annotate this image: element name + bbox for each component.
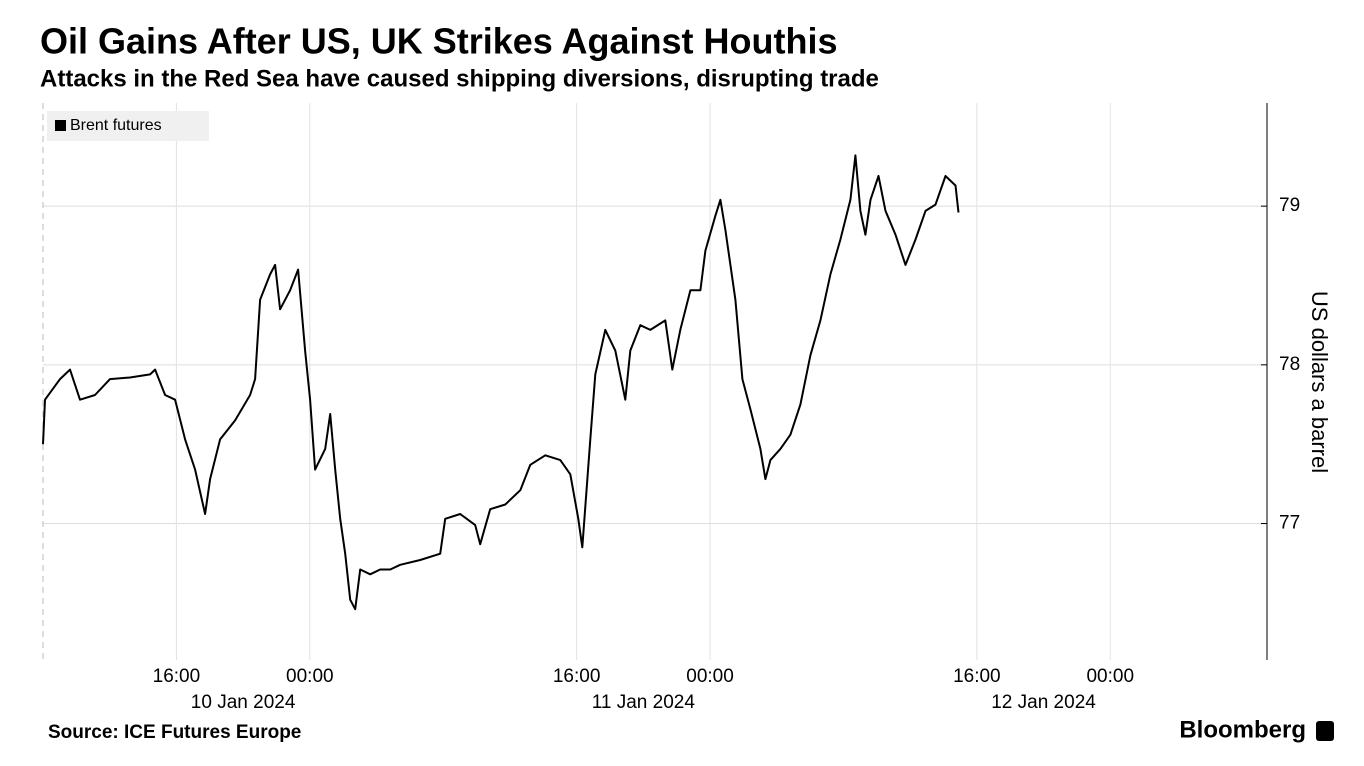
- chart-title: Oil Gains After US, UK Strikes Against H…: [40, 21, 837, 62]
- x-tick-label: 00:00: [1086, 666, 1134, 687]
- x-date-label: 12 Jan 2024: [991, 692, 1096, 713]
- brand-icon: [1316, 721, 1334, 741]
- y-tick-label: 78: [1279, 354, 1300, 375]
- y-tick-label: 79: [1279, 195, 1300, 216]
- source: Source: ICE Futures Europe: [48, 722, 301, 743]
- x-tick-label: 00:00: [686, 666, 734, 687]
- legend-label: Brent futures: [70, 117, 162, 134]
- y-axis-label: US dollars a barrel: [1307, 291, 1332, 473]
- x-date-label: 10 Jan 2024: [191, 692, 296, 713]
- chart-subtitle: Attacks in the Red Sea have caused shipp…: [40, 65, 879, 92]
- x-tick-label: 16:00: [953, 666, 1001, 687]
- x-tick-label: 16:00: [553, 666, 601, 687]
- x-date-label: 11 Jan 2024: [592, 692, 696, 713]
- x-tick-label: 16:00: [153, 666, 201, 687]
- legend-swatch: [55, 120, 66, 131]
- brand: Bloomberg: [1179, 716, 1306, 743]
- x-tick-label: 00:00: [286, 666, 334, 687]
- y-tick-label: 77: [1279, 513, 1300, 534]
- legend-box: [47, 111, 209, 141]
- line: [42, 154, 960, 611]
